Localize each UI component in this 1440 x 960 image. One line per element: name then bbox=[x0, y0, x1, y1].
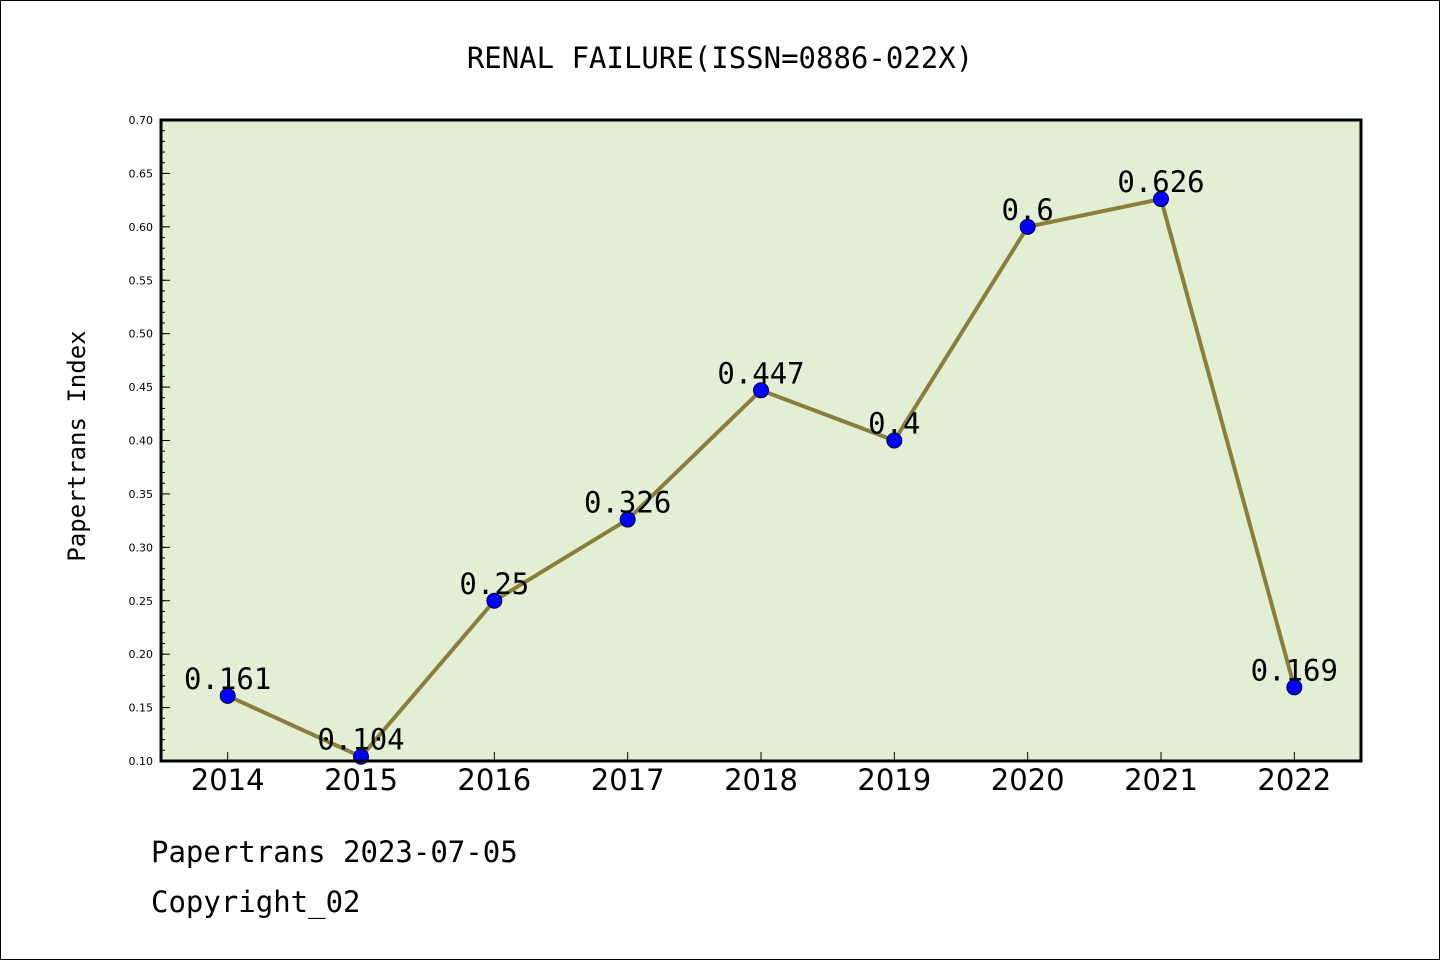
data-point bbox=[486, 592, 503, 609]
x-tick-label: 2016 bbox=[457, 763, 531, 797]
data-label: 0.326 bbox=[584, 486, 671, 520]
data-point bbox=[1286, 679, 1303, 696]
data-label: 0.161 bbox=[184, 662, 271, 696]
y-tick-label: 0.35 bbox=[129, 488, 154, 501]
y-tick-label: 0.50 bbox=[129, 328, 154, 341]
x-tick-label: 2020 bbox=[991, 763, 1065, 797]
x-tick-label: 2017 bbox=[591, 763, 665, 797]
y-tick-label: 0.15 bbox=[129, 702, 154, 715]
x-tick-label: 2022 bbox=[1257, 763, 1331, 797]
data-points bbox=[219, 191, 1303, 765]
y-tick-label: 0.25 bbox=[129, 595, 154, 608]
plot-frame bbox=[159, 118, 1363, 763]
x-axis-ticks: 2014 2015 2016 2017 2018 2019 2020 2021 2022 bbox=[191, 752, 1331, 797]
y-tick-label: 0.40 bbox=[129, 435, 154, 448]
x-tick-label: 2015 bbox=[324, 763, 398, 797]
chart-title: RENAL FAILURE(ISSN=0886-022X) bbox=[467, 41, 973, 75]
data-point bbox=[886, 432, 903, 449]
x-tick-label: 2014 bbox=[191, 763, 265, 797]
data-point bbox=[219, 687, 236, 704]
data-point bbox=[753, 382, 769, 399]
x-tick-label: 2018 bbox=[724, 763, 798, 797]
data-label: 0.169 bbox=[1251, 653, 1338, 687]
data-point bbox=[1019, 218, 1036, 235]
data-point bbox=[619, 511, 636, 528]
y-tick-label: 0.10 bbox=[129, 755, 154, 768]
y-tick-label: 0.65 bbox=[129, 167, 154, 180]
y-tick-label: 0.20 bbox=[129, 648, 154, 661]
data-point bbox=[1153, 191, 1169, 208]
footer-date: Papertrans 2023-07-05 bbox=[151, 835, 518, 869]
y-tick-label: 0.45 bbox=[129, 381, 154, 394]
x-tick-label: 2021 bbox=[1124, 763, 1198, 797]
y-tick-label: 0.60 bbox=[129, 221, 154, 234]
data-label: 0.4 bbox=[868, 407, 920, 441]
plot-area bbox=[161, 120, 1361, 761]
data-label: 0.447 bbox=[717, 356, 804, 390]
footer-copyright: Copyright_02 bbox=[151, 885, 361, 919]
data-label: 0.6 bbox=[1001, 193, 1053, 227]
data-label: 0.25 bbox=[459, 567, 529, 601]
data-label: 0.626 bbox=[1117, 165, 1204, 199]
y-tick-label: 0.70 bbox=[129, 114, 154, 127]
data-label: 0.104 bbox=[317, 723, 404, 757]
y-tick-label: 0.55 bbox=[129, 274, 154, 287]
y-axis-label: Papertrans Index bbox=[63, 330, 91, 561]
y-tick-label: 0.30 bbox=[129, 541, 154, 554]
data-labels: 0.161 0.104 0.25 0.326 0.447 0.4 0.6 0.626 0.169 bbox=[184, 165, 1338, 757]
x-tick-label: 2019 bbox=[857, 763, 931, 797]
